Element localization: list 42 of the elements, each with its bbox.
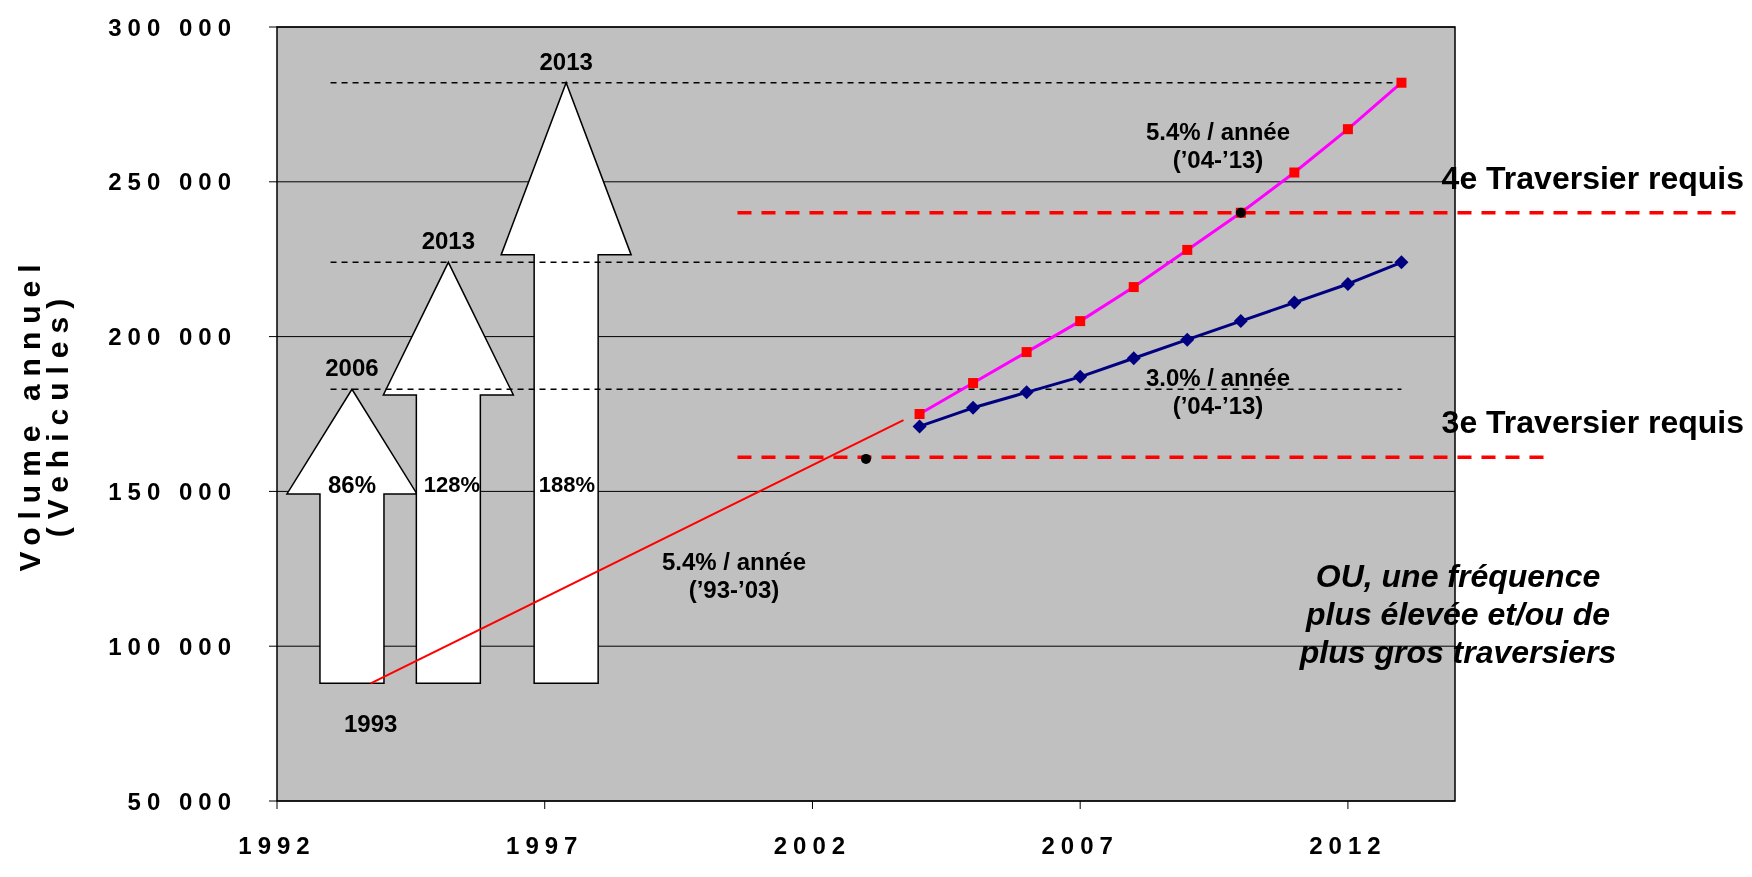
point <box>1289 167 1300 178</box>
point <box>912 419 927 434</box>
annotation: 5.4% / année (’93-’03) <box>661 547 807 603</box>
annotation: 1993 <box>344 709 398 737</box>
y-tick-label: 50 000 <box>127 787 237 815</box>
point <box>1394 255 1409 270</box>
point <box>1021 347 1032 358</box>
x-tick-label: 1992 <box>238 831 316 859</box>
annotation: 5.4% / année (’04-’13) <box>1145 117 1291 173</box>
y-tick-label: 100 000 <box>108 632 237 660</box>
x-tick-label: 2007 <box>1041 831 1119 859</box>
y-axis-title: Volume annuel (Vehicules) <box>13 256 74 572</box>
y-tick-label: 300 000 <box>108 13 237 41</box>
y-tick-label: 150 000 <box>108 477 237 505</box>
y-tick-label: 250 000 <box>108 168 237 196</box>
point <box>1233 314 1248 329</box>
point <box>1073 369 1088 384</box>
x-tick-label: 1997 <box>506 831 584 859</box>
point <box>1180 332 1195 347</box>
x-tick-label: 2002 <box>773 831 852 859</box>
annotation: 3.0% / année (’04-’13) <box>1145 363 1291 419</box>
point <box>914 409 925 419</box>
point <box>861 453 871 464</box>
point <box>1287 295 1302 310</box>
annotation: 2013 <box>539 47 593 75</box>
annotation: 2006 <box>325 353 379 381</box>
annotation: 2013 <box>421 226 476 254</box>
annotation: 188% <box>538 471 596 497</box>
point <box>1126 351 1141 366</box>
point <box>1075 316 1086 327</box>
point <box>1128 282 1139 293</box>
x-tick-label: 2012 <box>1309 831 1387 859</box>
point <box>1340 276 1355 291</box>
point <box>1182 244 1193 255</box>
y-tick-label: 200 000 <box>108 323 237 351</box>
point <box>1019 385 1034 400</box>
point <box>966 400 981 415</box>
point <box>1396 77 1407 88</box>
point <box>968 378 979 389</box>
point <box>1342 124 1353 135</box>
annotation: 86% <box>327 470 377 498</box>
annotation: 128% <box>423 471 481 497</box>
